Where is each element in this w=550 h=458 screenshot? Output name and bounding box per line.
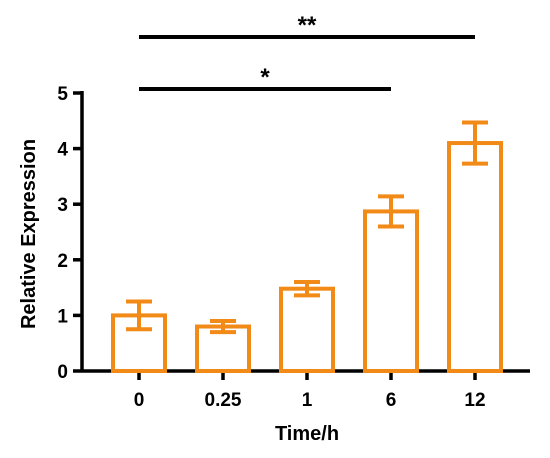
bar-1 bbox=[279, 286, 335, 374]
y-axis: 0 1 2 3 4 5 bbox=[57, 84, 84, 383]
x-axis: 0 0.25 1 6 12 bbox=[82, 369, 530, 411]
x-tick-label: 6 bbox=[386, 390, 397, 411]
x-tick-label: 1 bbox=[302, 390, 313, 411]
error-bars bbox=[126, 120, 488, 335]
x-tick-label: 12 bbox=[464, 390, 485, 411]
x-tick-label: 0 bbox=[134, 390, 145, 411]
y-tick-label: 5 bbox=[57, 84, 68, 105]
bars bbox=[111, 141, 503, 374]
y-tick-label: 0 bbox=[57, 362, 68, 383]
y-tick-label: 4 bbox=[57, 140, 68, 161]
bar-6 bbox=[363, 209, 419, 373]
y-tick-label: 1 bbox=[57, 306, 68, 327]
significance-markers: *** bbox=[139, 12, 475, 91]
x-axis-title: Time/h bbox=[275, 423, 339, 445]
bar-12 bbox=[447, 141, 503, 373]
x-tick-label: 0.25 bbox=[205, 390, 242, 411]
y-tick-label: 3 bbox=[57, 195, 68, 216]
significance-label: * bbox=[260, 64, 270, 91]
bar-0 bbox=[111, 313, 167, 373]
significance-label: ** bbox=[298, 12, 317, 39]
y-axis-title: Relative Expression bbox=[18, 139, 40, 329]
y-tick-label: 2 bbox=[57, 251, 68, 272]
